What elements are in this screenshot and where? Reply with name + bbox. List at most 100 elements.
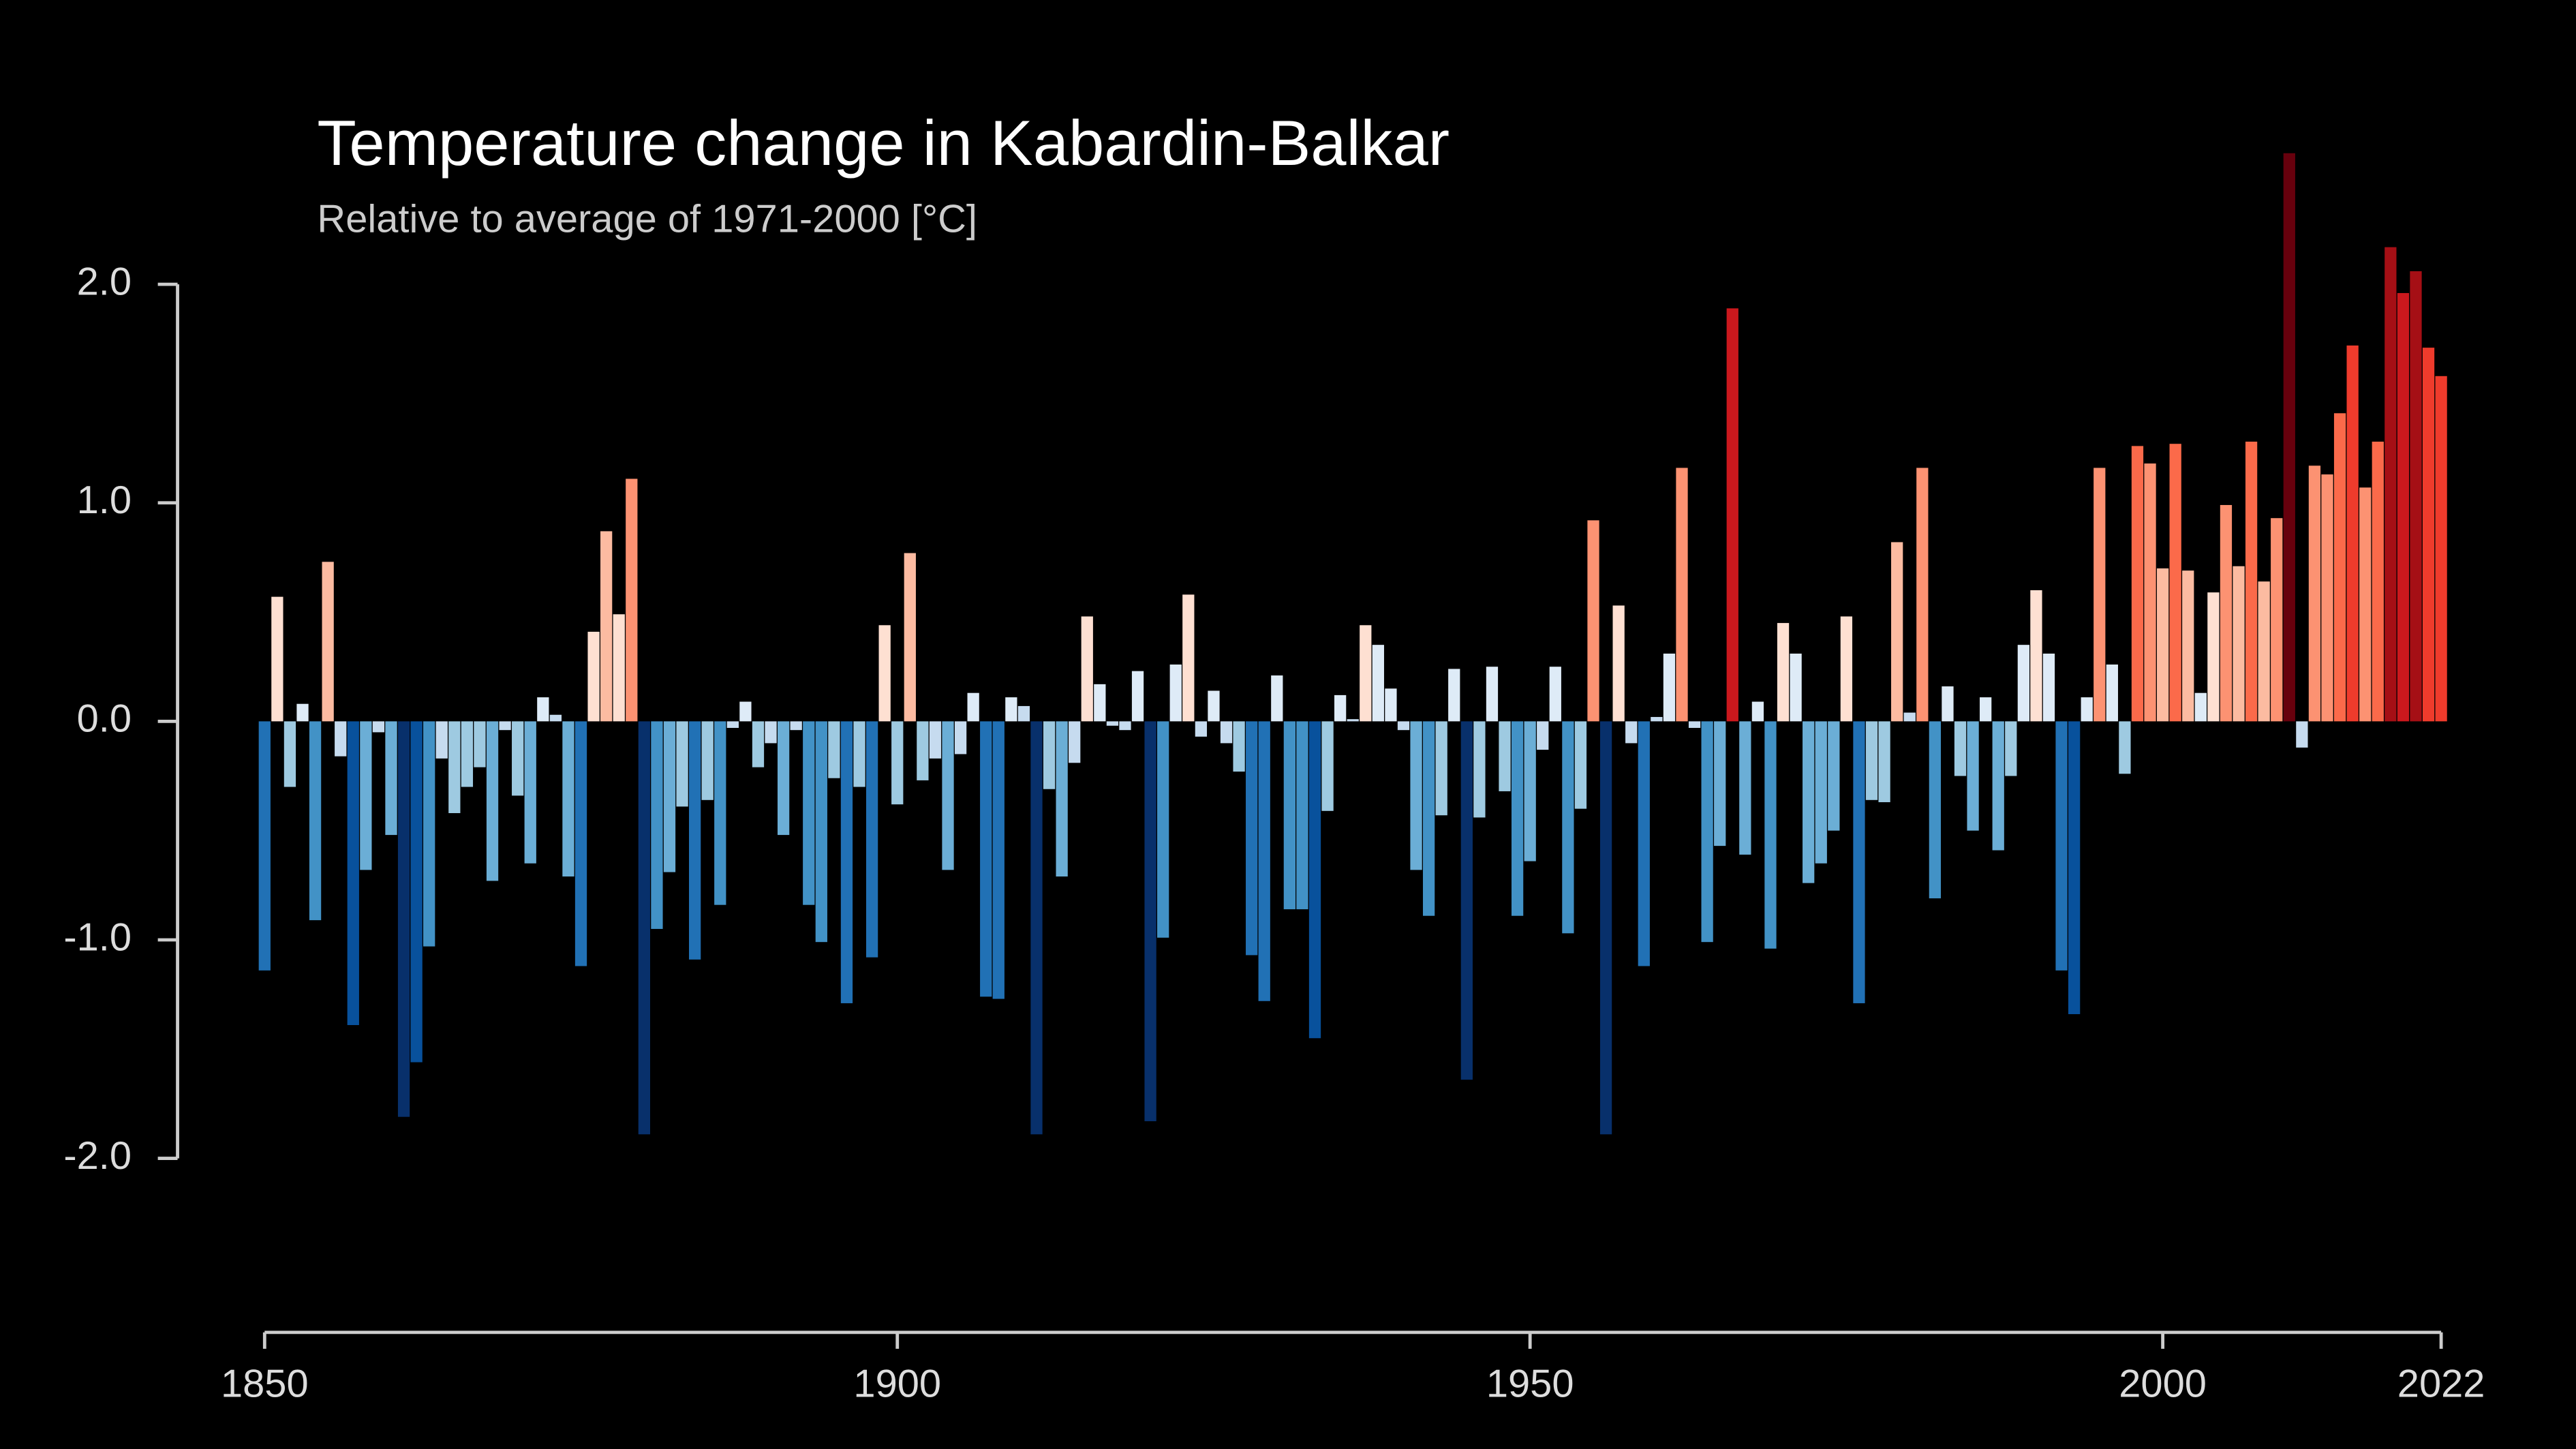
bar — [1865, 721, 1878, 800]
x-tick-label: 2000 — [2119, 1362, 2207, 1406]
bar — [777, 721, 790, 836]
chart-subtitle: Relative to average of 1971-2000 [°C] — [317, 198, 977, 241]
bar — [1094, 684, 1106, 722]
bar — [815, 721, 827, 943]
bar — [2258, 581, 2270, 722]
x-tick-label: 2022 — [2397, 1362, 2485, 1406]
bar — [1967, 721, 1979, 831]
bar — [1790, 653, 1802, 722]
bar — [486, 721, 499, 881]
bar — [1220, 721, 1233, 744]
bar — [1473, 721, 1486, 818]
bar — [726, 721, 739, 728]
bar — [2372, 441, 2384, 722]
bar — [1537, 721, 1549, 750]
bar — [1651, 716, 1663, 722]
bar — [891, 721, 904, 805]
bar — [651, 721, 663, 929]
x-tick-label: 1900 — [853, 1362, 941, 1406]
bar — [372, 721, 385, 733]
bar — [1017, 705, 1030, 722]
bar — [2042, 653, 2055, 722]
bar — [2271, 518, 2283, 722]
bar — [1840, 616, 1853, 722]
bar — [1246, 721, 1258, 956]
bar — [840, 721, 853, 1003]
bar — [980, 721, 992, 997]
bar — [2333, 413, 2346, 722]
bar — [1942, 686, 1954, 722]
bar — [2156, 568, 2169, 722]
bar — [322, 562, 334, 722]
bar — [2119, 721, 2131, 774]
bar — [1157, 721, 1169, 938]
bar — [2106, 665, 2118, 722]
bar — [1992, 721, 2004, 851]
bar — [562, 721, 574, 876]
bar — [1815, 721, 1827, 864]
bar — [676, 721, 688, 807]
bar — [2397, 292, 2410, 722]
bar — [1321, 721, 1334, 811]
bar — [347, 721, 359, 1026]
bar — [1562, 721, 1574, 934]
bar — [1208, 690, 1220, 722]
bar — [1612, 605, 1625, 722]
bar — [2321, 474, 2333, 722]
bar — [1891, 542, 1903, 722]
bar — [1258, 721, 1270, 1001]
bar — [1777, 623, 1790, 722]
bar — [2296, 721, 2308, 748]
bar — [1663, 653, 1676, 722]
bar — [1929, 721, 1942, 899]
bar — [2055, 721, 2068, 971]
bar — [524, 721, 536, 864]
bar — [714, 721, 726, 905]
bar — [689, 721, 701, 960]
bar — [752, 721, 765, 767]
bar — [1030, 721, 1043, 1135]
bar — [309, 721, 322, 921]
bar — [828, 721, 840, 778]
bar — [1739, 721, 1751, 855]
bar — [258, 721, 271, 971]
bar — [549, 714, 562, 722]
bar — [2081, 697, 2093, 722]
bar — [1233, 721, 1245, 772]
y-tick-label: 2.0 — [77, 260, 132, 303]
bar — [2346, 345, 2359, 722]
bar — [1334, 695, 1347, 722]
bar — [942, 721, 954, 870]
bar — [1688, 721, 1701, 728]
bar — [1308, 721, 1321, 1039]
bar — [1144, 721, 1156, 1122]
bar — [701, 721, 714, 800]
bar — [2068, 721, 2081, 1014]
bar — [1751, 701, 1764, 722]
bar — [587, 631, 600, 722]
bar — [1385, 688, 1397, 722]
bar — [2131, 446, 2144, 722]
bar — [1599, 721, 1612, 1135]
bar — [865, 721, 878, 958]
bar — [1056, 721, 1068, 876]
bar — [2207, 592, 2220, 722]
bar — [1131, 671, 1144, 722]
bar — [296, 703, 309, 722]
bar — [1271, 675, 1283, 722]
bar — [2435, 376, 2447, 722]
bar — [423, 721, 435, 947]
bar — [1372, 645, 1384, 722]
y-tick-label: 1.0 — [77, 478, 132, 522]
bar — [803, 721, 815, 905]
bar — [853, 721, 865, 787]
bar — [1764, 721, 1777, 949]
bar — [1524, 721, 1536, 861]
bar — [929, 721, 942, 759]
bar — [1448, 669, 1460, 722]
bar — [360, 721, 372, 870]
bar — [1625, 721, 1638, 744]
bar — [1676, 468, 1688, 722]
